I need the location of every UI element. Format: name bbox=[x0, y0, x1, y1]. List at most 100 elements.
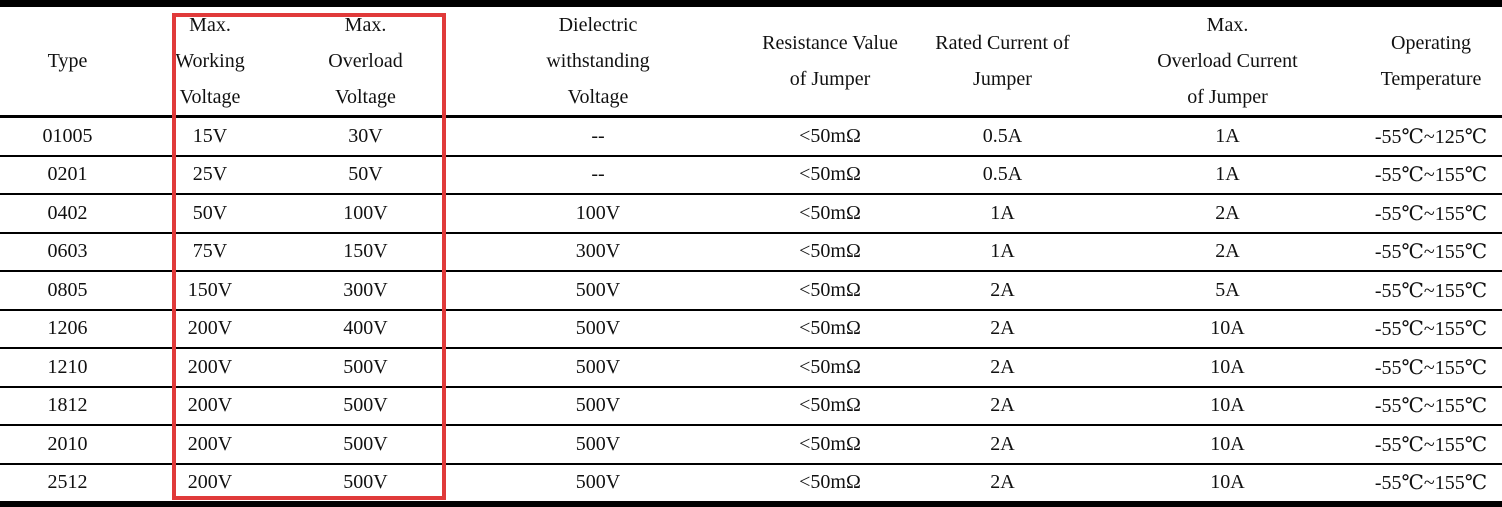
table-cell-dielectric-withstanding-voltage: 100V bbox=[446, 194, 750, 234]
column-header-dielectric-withstanding-voltage: Dielectric withstanding Voltage bbox=[446, 3, 750, 118]
table-header-row: Type Max. Working Voltage Max. Overload Voltag… bbox=[0, 3, 1502, 118]
table-cell-resistance-value-of-jumper: <50mΩ bbox=[750, 194, 910, 234]
column-header-line: of Jumper bbox=[789, 68, 871, 90]
table-cell-rated-current-of-jumper: 0.5A bbox=[910, 155, 1095, 195]
table-cell-rated-current-of-jumper: 1A bbox=[910, 194, 1095, 234]
table-cell-rated-current-of-jumper: 2A bbox=[910, 271, 1095, 311]
table-cell-dielectric-withstanding-voltage: -- bbox=[446, 116, 750, 157]
table-cell-type: 2512 bbox=[47, 471, 88, 494]
column-header-resistance-value-of-jumper: Resistance Value of Jumper bbox=[750, 3, 910, 118]
column-header-line: Overload Current bbox=[1157, 50, 1298, 72]
table-cell-max-working-voltage: 75V bbox=[135, 232, 285, 272]
table-cell-resistance-value-of-jumper: <50mΩ bbox=[750, 271, 910, 311]
table-cell-type: 01005 bbox=[0, 116, 135, 157]
column-header-line: withstanding bbox=[546, 50, 650, 72]
column-header-operating-temperature: Operating Temperature bbox=[1360, 3, 1502, 118]
table-cell-max-overload-voltage: 500V bbox=[285, 425, 446, 465]
table-cell-max-overload-current-of-jumper: 2A bbox=[1095, 194, 1360, 234]
table-cell-max-overload-current-of-jumper: 10A bbox=[1095, 309, 1360, 349]
table-cell-max-overload-voltage: 150V bbox=[285, 232, 446, 272]
table-cell-max-working-voltage: 150V bbox=[135, 271, 285, 311]
table-cell-max-overload-voltage: 500V bbox=[285, 386, 446, 426]
column-header-max-overload-current-of-jumper: Max. Overload Current of Jumper bbox=[1095, 3, 1360, 118]
column-header-line: Type bbox=[47, 50, 88, 72]
table-cell-max-overload-voltage: 500V bbox=[343, 471, 388, 494]
table-cell-dielectric-withstanding-voltage: 300V bbox=[446, 232, 750, 272]
table-cell-max-overload-current-of-jumper: 1A bbox=[1095, 155, 1360, 195]
table-cell-resistance-value-of-jumper: <50mΩ bbox=[750, 155, 910, 195]
table-cell-resistance-value-of-jumper: <50mΩ bbox=[799, 471, 861, 494]
table-cell-resistance-value-of-jumper: <50mΩ bbox=[750, 232, 910, 272]
table-cell-dielectric-withstanding-voltage: 500V bbox=[446, 386, 750, 426]
table-cell-type: 0603 bbox=[0, 232, 135, 272]
table-cell-max-working-voltage: 200V bbox=[135, 425, 285, 465]
table-cell-max-working-voltage: 200V bbox=[135, 348, 285, 388]
table-cell-dielectric-withstanding-voltage: 500V bbox=[446, 348, 750, 388]
column-header-line: Working bbox=[175, 50, 245, 72]
table-cell-operating-temperature: -55℃~155℃ bbox=[1360, 194, 1502, 234]
column-header-line: Resistance Value bbox=[762, 32, 898, 54]
table-cell-type: 0805 bbox=[0, 271, 135, 311]
table-cell-type: 1206 bbox=[0, 309, 135, 349]
column-header-max-working-voltage: Max. Working Voltage bbox=[135, 3, 285, 118]
table-row: 01005 15V 30V -- <50mΩ 0.5A 1A -55℃~125℃ bbox=[0, 116, 1502, 157]
table-cell-max-working-voltage: 200V bbox=[187, 471, 233, 494]
table-cell-max-overload-current-of-jumper: 10A bbox=[1095, 348, 1360, 388]
column-header-line: Max. bbox=[1206, 14, 1249, 36]
table-cell-rated-current-of-jumper: 2A bbox=[910, 348, 1095, 388]
table-cell-dielectric-withstanding-voltage: 500V bbox=[446, 309, 750, 349]
column-header-line: Overload bbox=[328, 50, 403, 72]
table-cell-rated-current-of-jumper: 2A bbox=[910, 425, 1095, 465]
table-row: 1812 200V 500V 500V <50mΩ 2A 10A -55℃~155℃ bbox=[0, 386, 1502, 426]
table-cell-type: 0402 bbox=[0, 194, 135, 234]
table-cell-rated-current-of-jumper: 0.5A bbox=[910, 116, 1095, 157]
table-cell-max-overload-current-of-jumper: 1A bbox=[1095, 116, 1360, 157]
table-cell-max-working-voltage: 200V bbox=[135, 309, 285, 349]
table-cell-dielectric-withstanding-voltage: 500V bbox=[446, 271, 750, 311]
table-cell-type: 2010 bbox=[0, 425, 135, 465]
table-cell-type: 0201 bbox=[0, 155, 135, 195]
table-cell-max-working-voltage: 50V bbox=[135, 194, 285, 234]
table-cell-max-working-voltage: 15V bbox=[135, 116, 285, 157]
column-header-line: Temperature bbox=[1380, 68, 1482, 90]
column-header-line: of Jumper bbox=[1187, 86, 1268, 108]
table-cell-max-overload-voltage: 30V bbox=[285, 116, 446, 157]
table-cell-max-overload-voltage: 400V bbox=[285, 309, 446, 349]
column-header-line: Voltage bbox=[179, 86, 241, 108]
column-header-line: Max. bbox=[189, 14, 231, 36]
column-header-line: Rated Current of bbox=[935, 32, 1070, 54]
table-cell-operating-temperature: -55℃~155℃ bbox=[1360, 386, 1502, 426]
table-cell-resistance-value-of-jumper: <50mΩ bbox=[750, 309, 910, 349]
table-row: 0805 150V 300V 500V <50mΩ 2A 5A -55℃~155℃ bbox=[0, 271, 1502, 311]
table-cell-max-overload-current-of-jumper: 2A bbox=[1095, 232, 1360, 272]
table-cell-resistance-value-of-jumper: <50mΩ bbox=[750, 425, 910, 465]
table-cell-dielectric-withstanding-voltage: -- bbox=[446, 155, 750, 195]
column-header-line: Max. bbox=[344, 14, 387, 36]
table-cell-operating-temperature: -55℃~155℃ bbox=[1360, 232, 1502, 272]
table-row: 0603 75V 150V 300V <50mΩ 1A 2A -55℃~155℃ bbox=[0, 232, 1502, 272]
table-cell-max-overload-voltage: 500V bbox=[285, 348, 446, 388]
table-cell-rated-current-of-jumper: 2A bbox=[910, 386, 1095, 426]
table-cell-operating-temperature: -55℃~125℃ bbox=[1360, 116, 1502, 157]
table-cell-max-overload-voltage: 100V bbox=[285, 194, 446, 234]
table-cell-operating-temperature: -55℃~155℃ bbox=[1374, 472, 1488, 495]
column-header-type: Type bbox=[0, 3, 135, 118]
column-header-line: Voltage bbox=[335, 86, 396, 108]
table-row: 0402 50V 100V 100V <50mΩ 1A 2A -55℃~155℃ bbox=[0, 194, 1502, 234]
table-cell-rated-current-of-jumper: 2A bbox=[910, 309, 1095, 349]
table-row: 1206 200V 400V 500V <50mΩ 2A 10A -55℃~155℃ bbox=[0, 309, 1502, 349]
column-header-line: Jumper bbox=[973, 68, 1032, 90]
table-cell-type: 1812 bbox=[0, 386, 135, 426]
table-cell-operating-temperature: -55℃~155℃ bbox=[1360, 348, 1502, 388]
column-header-rated-current-of-jumper: Rated Current of Jumper bbox=[910, 3, 1095, 118]
table-cell-operating-temperature: -55℃~155℃ bbox=[1360, 425, 1502, 465]
table-cell-rated-current-of-jumper: 2A bbox=[990, 471, 1015, 494]
table-cell-rated-current-of-jumper: 1A bbox=[910, 232, 1095, 272]
table-cell-type: 1210 bbox=[0, 348, 135, 388]
table-cell-operating-temperature: -55℃~155℃ bbox=[1360, 309, 1502, 349]
table-cell-resistance-value-of-jumper: <50mΩ bbox=[750, 386, 910, 426]
table-row: 2010 200V 500V 500V <50mΩ 2A 10A -55℃~155℃ bbox=[0, 425, 1502, 465]
table-cell-max-working-voltage: 25V bbox=[135, 155, 285, 195]
table-cell-max-working-voltage: 200V bbox=[135, 386, 285, 426]
